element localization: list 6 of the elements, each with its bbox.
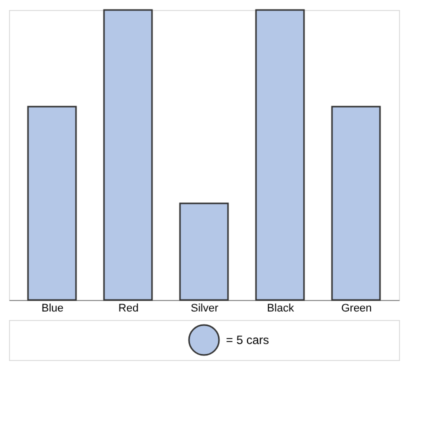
x-tick-label: Blue xyxy=(41,302,64,314)
x-tick-label: Red xyxy=(118,302,139,314)
x-tick-label: Green xyxy=(341,302,372,314)
text: = 5 cars xyxy=(226,333,270,347)
x-tick-label: Silver xyxy=(190,302,219,314)
x-tick-label: Black xyxy=(267,302,294,314)
